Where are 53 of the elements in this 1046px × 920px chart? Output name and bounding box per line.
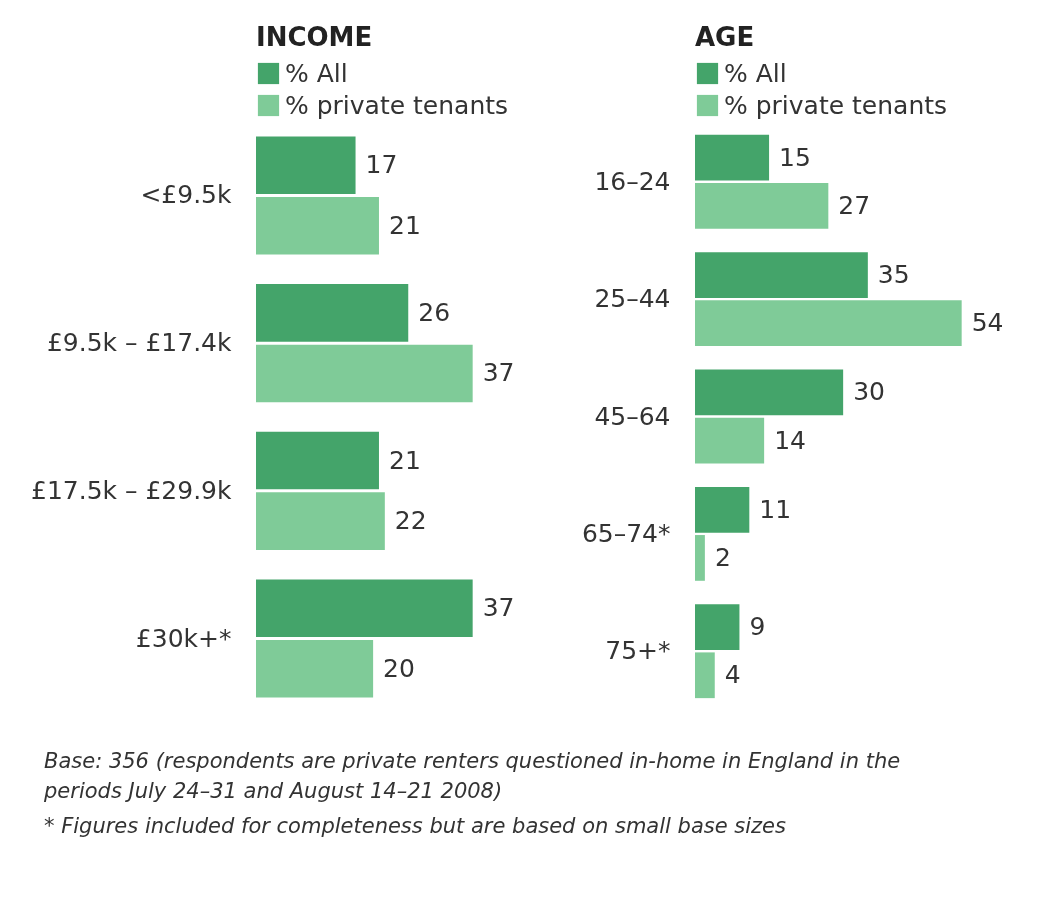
- bar: [695, 134, 770, 181]
- data-label: 27: [838, 190, 871, 220]
- data-label: 9: [749, 612, 766, 642]
- bar: [256, 136, 356, 194]
- bar: [256, 284, 409, 342]
- bar: [256, 196, 379, 255]
- bar: [695, 300, 962, 347]
- bar: [695, 369, 844, 416]
- chart-title: INCOME: [256, 22, 373, 52]
- data-label: 35: [877, 260, 910, 290]
- data-label: 15: [779, 142, 811, 172]
- data-label: 54: [971, 308, 1004, 338]
- bar: [256, 431, 379, 490]
- data-label: 22: [394, 506, 427, 536]
- bar: [695, 535, 705, 581]
- bar: [695, 252, 868, 298]
- legend-label: % All: [285, 58, 348, 88]
- bar: [695, 183, 829, 229]
- text: Base: 356 (respondents are private renters questioned in-home in England in the periods July 24–31 and August 14–21 2008): [44, 748, 902, 806]
- data-label: 11: [759, 494, 792, 524]
- data-label: 21: [388, 445, 421, 475]
- legend-label: % private tenants: [724, 90, 948, 120]
- bar: [256, 640, 374, 698]
- bar: [256, 492, 385, 550]
- data-label: 14: [774, 425, 806, 455]
- y-tick-label: £17.5k – £29.9k: [31, 475, 233, 505]
- y-tick-label: £9.5k – £17.4k: [46, 328, 233, 358]
- y-tick-label: £30k+*: [135, 623, 232, 653]
- data-label: 37: [482, 593, 515, 623]
- bar: [695, 604, 740, 650]
- data-label: 37: [482, 358, 515, 388]
- bar: [695, 417, 765, 464]
- data-label: 4: [724, 660, 741, 690]
- y-tick-label: 25–44: [594, 284, 671, 314]
- y-tick-label: 45–64: [594, 401, 671, 431]
- legend-label: % All: [724, 58, 787, 88]
- y-tick-label: 16–24: [594, 166, 671, 196]
- data-label: 2: [714, 542, 731, 572]
- data-label: 21: [388, 210, 421, 240]
- chart-title: AGE: [695, 22, 755, 52]
- bar: [695, 652, 715, 699]
- bar: [256, 579, 473, 638]
- data-label: 30: [853, 377, 885, 407]
- bar: [256, 344, 473, 403]
- y-tick-label: 75+*: [605, 636, 671, 666]
- legend-label: % private tenants: [285, 90, 509, 120]
- y-tick-label: 65–74*: [581, 518, 671, 548]
- text: * Figures included for completeness but are based on small base sizes: [44, 812, 787, 840]
- data-label: 26: [418, 297, 451, 327]
- data-label: 20: [383, 653, 415, 683]
- y-tick-label: <£9.5k: [140, 180, 233, 210]
- bar: [695, 486, 750, 533]
- data-label: 17: [365, 150, 398, 180]
